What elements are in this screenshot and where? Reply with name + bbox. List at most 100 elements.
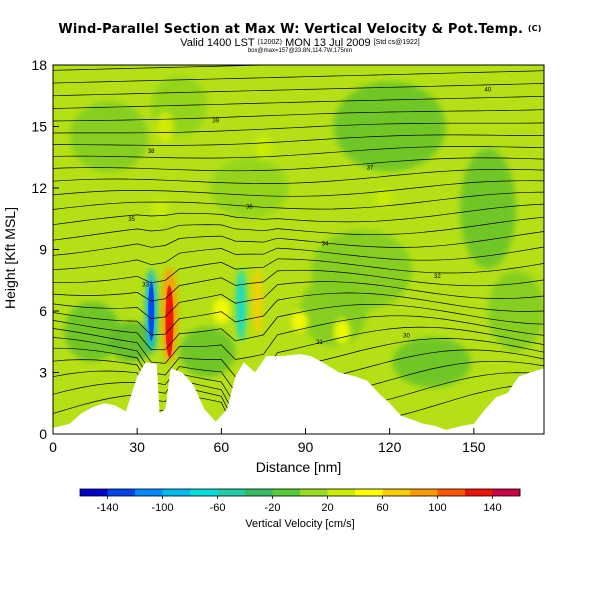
contour-label-7: 33 — [142, 282, 149, 288]
colorbar-tick-label-2: -60 — [210, 502, 226, 514]
x-tick-label-1: 30 — [129, 439, 145, 455]
velocity-anomaly-5 — [210, 158, 289, 218]
colorbar-tick-label-5: 60 — [376, 502, 388, 514]
theta-contour-19 — [53, 157, 544, 172]
contour-label-6: 34 — [322, 241, 329, 247]
updraft-core — [165, 285, 174, 358]
velocity-anomalies — [64, 76, 544, 411]
colorbar-swatch-3 — [162, 489, 191, 496]
colorbar-swatch-4 — [190, 489, 218, 496]
chart-title: Wind-Parallel Section at Max W: Vertical… — [0, 22, 600, 37]
colorbar-swatch-13 — [437, 489, 466, 496]
downdraft-core — [148, 281, 155, 341]
colorbar-tick-label-7: 140 — [483, 502, 501, 514]
theta-contour-26 — [53, 70, 544, 84]
y-tick-label-6: 18 — [31, 57, 47, 73]
terrain-fill — [53, 354, 544, 434]
colorbar-swatch-6 — [245, 489, 273, 496]
x-tick-label-2: 60 — [214, 439, 230, 455]
colorbar-title: Vertical Velocity [cm/s] — [245, 518, 355, 530]
chart-subtitle-2: box@max=157@33.8N,114.7W,175nm — [247, 48, 353, 54]
colorbar-swatch-7 — [272, 489, 301, 496]
velocity-anomaly-15 — [212, 298, 230, 324]
title-text: Wind-Parallel Section at Max W: Vertical… — [58, 22, 524, 37]
theta-contour-13 — [53, 231, 544, 256]
contour-label-8: 32 — [434, 274, 441, 280]
x-tick-label-0: 0 — [49, 439, 57, 455]
contour-label-0: 40 — [485, 88, 492, 94]
contour-label-3: 37 — [367, 166, 374, 172]
theta-contour-12 — [53, 246, 544, 271]
chart-subtitle: Valid 1400 LST (1200Z) MON 13 Jul 2009 [… — [0, 37, 600, 49]
theta-contour-14 — [53, 216, 544, 241]
theta-contour-labels: 40 39 38 37 36 35 34 33 32 31 30 — [128, 88, 492, 346]
velocity-anomaly-10 — [392, 337, 472, 388]
subtitle-utc: (1200Z) — [257, 39, 282, 46]
colorbar-swatch-11 — [382, 489, 411, 496]
colorbar-swatch-1 — [107, 489, 136, 496]
x-tick-label-4: 120 — [378, 439, 402, 455]
theta-contour-20 — [53, 146, 544, 159]
colorbar-tick-label-4: 20 — [321, 502, 333, 514]
colorbar-swatch-9 — [327, 489, 356, 496]
colorbar-swatch-0 — [80, 489, 108, 496]
x-tick-label-3: 90 — [298, 439, 314, 455]
velocity-anomaly-9 — [299, 276, 368, 346]
theta-contour-24 — [53, 95, 544, 109]
theta-contour-10 — [53, 269, 544, 302]
theta-contours — [53, 65, 544, 434]
y-axis-title-wrap: Height [Kft MSL] — [0, 207, 24, 309]
colorbar-tick-label-3: -20 — [265, 502, 281, 514]
y-tick-label-5: 15 — [31, 119, 47, 135]
contour-label-1: 39 — [212, 118, 219, 124]
theta-contour-17 — [53, 180, 544, 197]
y-tick-label-2: 6 — [39, 303, 47, 319]
theta-contour-16 — [53, 191, 544, 210]
velocity-anomaly-12 — [156, 111, 174, 142]
y-tick-label-1: 3 — [39, 365, 47, 381]
colorbar-swatch-10 — [355, 489, 383, 496]
x-axis-title: Distance [nm] — [255, 459, 342, 475]
colorbar-swatch-12 — [410, 489, 438, 496]
theta-contour-9 — [53, 281, 544, 319]
title-block: Wind-Parallel Section at Max W: Vertical… — [0, 22, 600, 54]
colorbar: -140 -100 -60 -20 20 60 100 140 — [79, 488, 521, 514]
colorbar-swatch-8 — [300, 489, 328, 496]
subtitle-date: MON 13 Jul 2009 — [285, 37, 371, 49]
subtitle-valid: Valid 1400 LST — [180, 37, 255, 49]
velocity-anomaly-0 — [69, 101, 149, 172]
colorbar-tick-label-0: -140 — [96, 502, 118, 514]
contour-label-4: 36 — [246, 204, 253, 210]
velocity-anomaly-13 — [151, 198, 169, 219]
subtitle-tag: [Std cs@1922] — [373, 39, 420, 46]
contour-label-10: 30 — [403, 334, 410, 340]
velocity-anomaly-16 — [291, 311, 309, 332]
x-tick-label-5: 150 — [462, 439, 486, 455]
theta-contour-5 — [53, 326, 544, 378]
colorbar-tick-label-6: 100 — [428, 502, 446, 514]
y-tick-label-0: 0 — [39, 426, 47, 442]
theta-contour-22 — [53, 122, 544, 134]
contour-label-9: 31 — [316, 340, 323, 346]
theta-contour-15 — [53, 203, 544, 226]
velocity-anomaly-14 — [255, 134, 272, 160]
colorbar-swatch-14 — [465, 489, 493, 496]
contour-label-2: 38 — [148, 149, 155, 155]
colorbar-swatch-5 — [217, 489, 246, 496]
theta-contour-6 — [53, 315, 544, 364]
colorbar-frame — [79, 488, 521, 497]
theta-contour-7 — [53, 303, 544, 351]
velocity-anomaly-2 — [333, 81, 446, 172]
colorbar-swatch-2 — [135, 489, 163, 496]
colorbar-tick-label-1: -100 — [151, 502, 173, 514]
downdraft-core-2 — [235, 268, 246, 341]
theta-contour-25 — [53, 83, 544, 97]
theta-contour-8 — [53, 292, 544, 336]
y-tick-label-3: 9 — [39, 242, 47, 258]
title-copyright-mark: (C) — [527, 24, 542, 33]
colorbar-swatch-15 — [492, 489, 521, 496]
theta-contour-27 — [53, 65, 280, 71]
contour-label-5: 35 — [128, 217, 135, 223]
